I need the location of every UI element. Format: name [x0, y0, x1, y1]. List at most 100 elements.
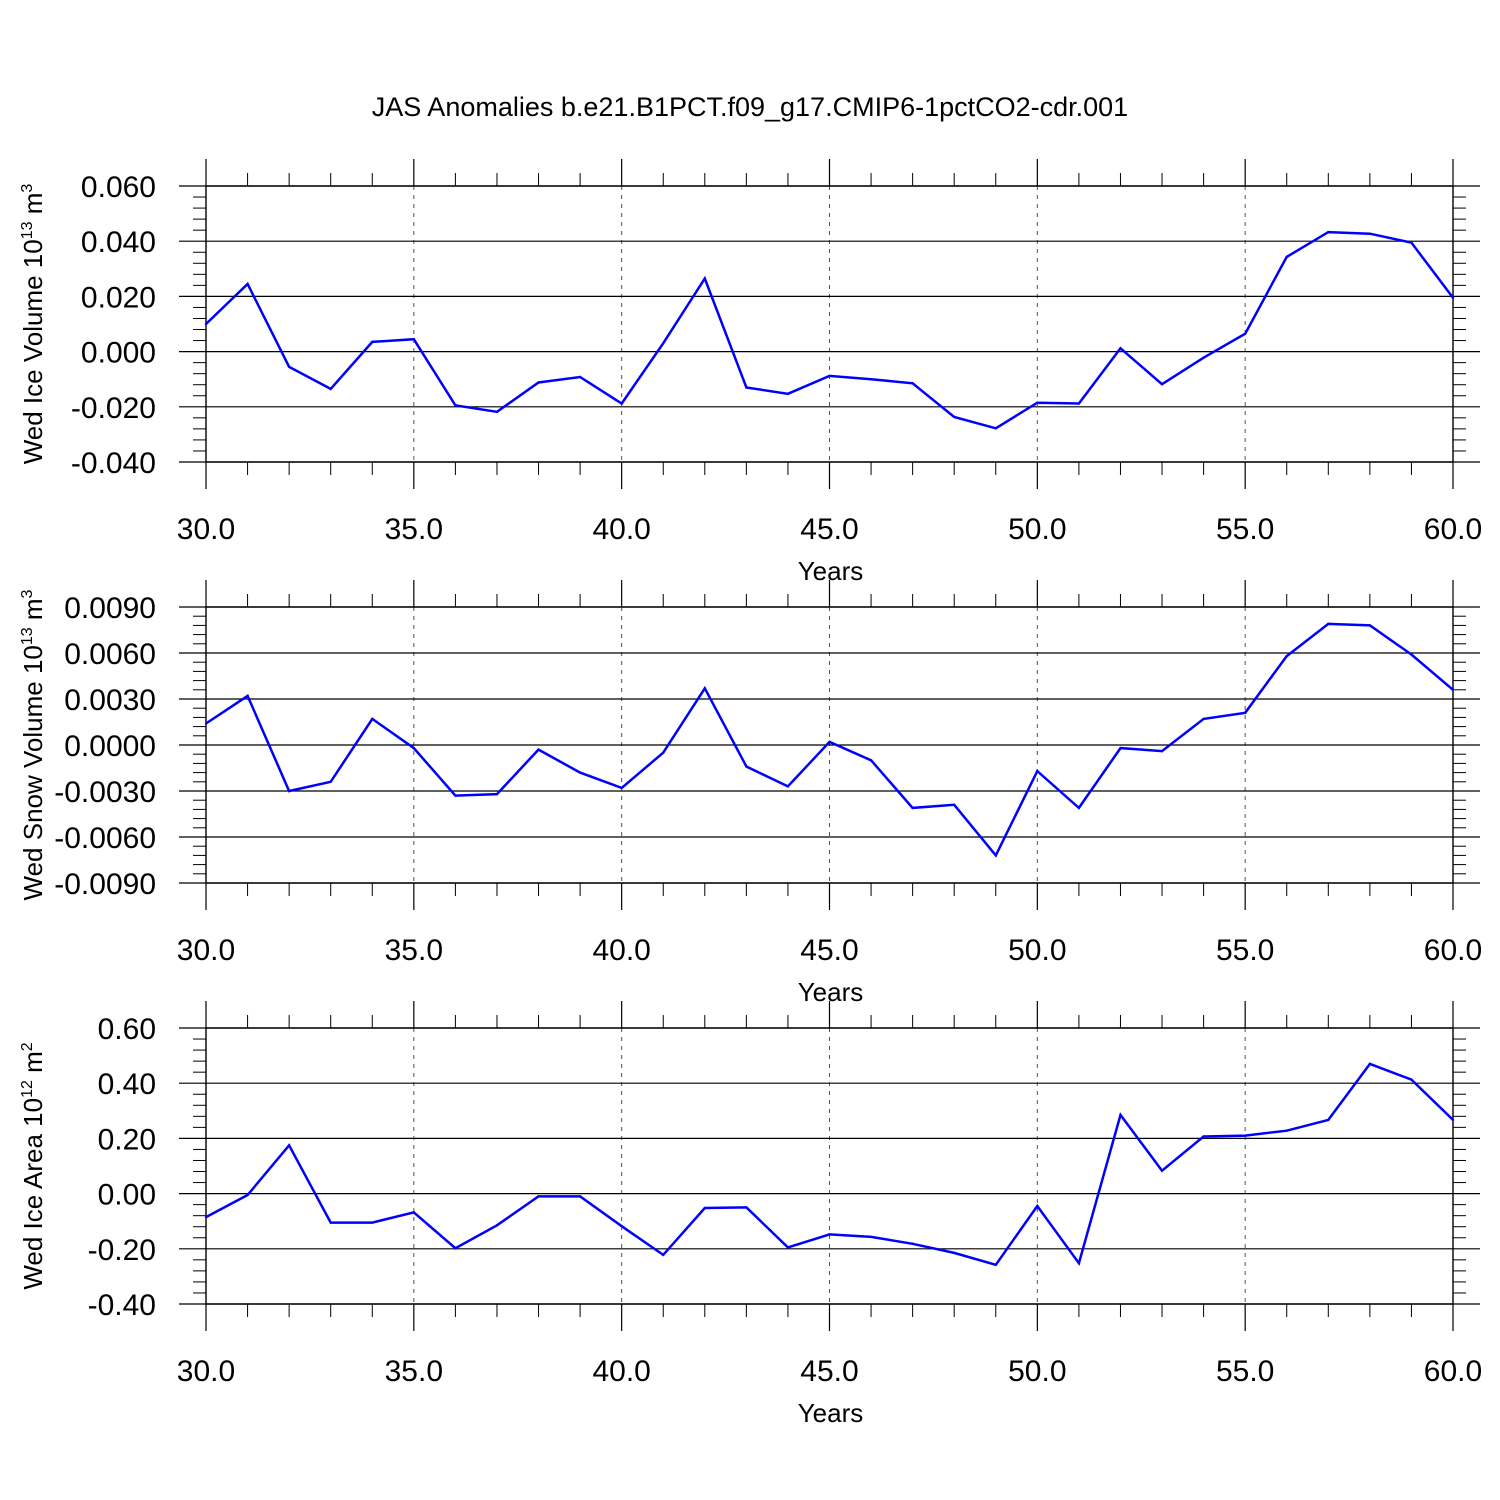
plot-frame [205, 606, 1454, 884]
y-tick-label: 0.0030 [64, 684, 156, 717]
data-point [1368, 232, 1372, 235]
data-point [204, 322, 208, 326]
data-point [329, 1221, 332, 1224]
data-point [828, 374, 831, 378]
chart-panel-3: -0.40 -0.20 0.00 0.20 0.40 0.60 30.0 35.0 40.0 45… [18, 1001, 1482, 1428]
x-tick-label: 60.0 [1424, 513, 1482, 546]
data-point [1285, 654, 1288, 658]
x-tick-label: 40.0 [592, 934, 650, 967]
data-point [703, 687, 706, 690]
x-tick-label: 50.0 [1008, 934, 1066, 967]
y-axis-title: Wed Ice Volume 1013 m3 [18, 184, 48, 465]
x-axis-title: Years [798, 1398, 864, 1428]
x-tick-label: 35.0 [385, 934, 443, 967]
data-point [1327, 230, 1330, 234]
data-point [1410, 241, 1413, 244]
data-point [1077, 1261, 1081, 1265]
data-point [537, 748, 540, 751]
x-axis-title: Years [798, 556, 864, 586]
x-tick-label: 40.0 [592, 513, 650, 546]
y-tick-label: 0.00 [98, 1179, 156, 1212]
x-tick-label: 55.0 [1216, 513, 1274, 546]
x-tick-label: 60.0 [1424, 1355, 1482, 1388]
x-tick-label: 35.0 [385, 513, 443, 546]
data-point [1368, 1062, 1372, 1066]
x-tick-label: 30.0 [177, 513, 235, 546]
chart-panel-1: -0.040 -0.020 0.000 0.020 0.040 0.060 30.0 35.0… [18, 159, 1482, 586]
data-point [537, 1195, 540, 1198]
y-tick-label: 0.20 [98, 1123, 156, 1156]
y-tick-label: 0.60 [98, 1013, 156, 1046]
data-point [412, 746, 416, 750]
data-point [1036, 769, 1039, 773]
data-point [1077, 806, 1081, 810]
data-point [578, 771, 582, 774]
y-tick-label: -0.0090 [54, 868, 156, 901]
y-tick-label: 0.060 [81, 171, 156, 204]
data-point [1327, 622, 1330, 626]
data-point [1119, 746, 1122, 750]
data-point [662, 1253, 665, 1257]
data-point [371, 717, 374, 721]
data-point [371, 1221, 374, 1224]
data-point [1285, 1129, 1288, 1132]
data-point [786, 1246, 790, 1249]
data-point [1285, 255, 1288, 259]
data-point [869, 378, 873, 381]
data-point [246, 694, 249, 698]
data-point [1243, 332, 1247, 335]
x-axis-title: Years [798, 977, 864, 1007]
data-point [703, 1206, 706, 1210]
x-tick-label: 60.0 [1424, 934, 1482, 967]
x-tick-label: 50.0 [1008, 1355, 1066, 1388]
data-point [412, 337, 416, 341]
data-point [246, 282, 249, 286]
data-point [1368, 624, 1372, 627]
data-point [662, 342, 665, 345]
data-point [1202, 356, 1205, 359]
data-point [662, 751, 665, 754]
chart-panel-2: -0.0090 -0.0060 -0.0030 0.0000 0.0030 0.0060 0… [18, 580, 1482, 1007]
data-point [786, 392, 790, 396]
x-tick-label: 45.0 [800, 934, 858, 967]
y-tick-label: -0.020 [71, 392, 156, 425]
y-tick-label: -0.040 [71, 447, 156, 480]
data-point [620, 1224, 623, 1228]
y-tick-label: 0.040 [81, 226, 156, 259]
data-point [953, 1251, 956, 1255]
y-tick-label: 0.000 [81, 337, 156, 370]
data-point [1451, 688, 1455, 691]
data-point [994, 427, 997, 430]
data-point [869, 1235, 873, 1239]
data-point [1327, 1118, 1330, 1122]
y-tick-label: 0.0000 [64, 730, 156, 763]
data-point [828, 1233, 831, 1236]
data-point [1202, 717, 1205, 721]
x-tick-label: 45.0 [800, 513, 858, 546]
data-point [1119, 1113, 1122, 1117]
data-point [287, 1144, 291, 1147]
data-point [828, 740, 831, 744]
data-point [1243, 711, 1247, 714]
x-tick-label: 55.0 [1216, 934, 1274, 967]
y-tick-label: -0.40 [88, 1289, 156, 1322]
x-tick-label: 50.0 [1008, 513, 1066, 546]
data-point [578, 375, 582, 379]
data-point [287, 789, 291, 793]
data-point [1160, 382, 1164, 386]
y-tick-label: 0.0060 [64, 638, 156, 671]
data-point [537, 381, 540, 384]
data-point [454, 794, 457, 797]
x-tick-label: 30.0 [177, 934, 235, 967]
data-point [329, 780, 332, 783]
y-tick-label: -0.0060 [54, 822, 156, 855]
data-point [620, 402, 623, 405]
data-point [495, 410, 499, 413]
data-point [953, 803, 956, 806]
x-tick-label: 30.0 [177, 1355, 235, 1388]
data-point [1410, 1078, 1413, 1081]
data-point [454, 404, 457, 407]
y-tick-label: 0.0090 [64, 592, 156, 625]
data-point [953, 415, 956, 419]
